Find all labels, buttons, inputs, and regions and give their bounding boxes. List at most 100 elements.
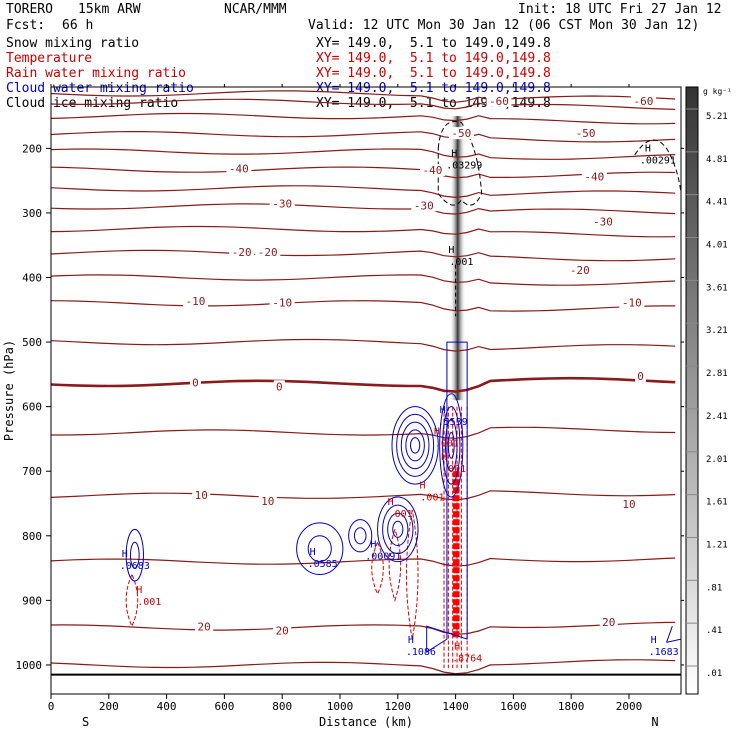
max-value-label: .001: [442, 464, 466, 475]
temperature-label-bg: [226, 162, 252, 175]
max-value-label: .03299: [446, 161, 482, 172]
max-value-label: .001: [389, 509, 413, 520]
colorbar-label: 2.81: [706, 369, 728, 379]
x-tick-label: 1800: [558, 700, 585, 713]
fcst-label: Fcst:: [6, 18, 46, 33]
colorbar-label: 3.21: [706, 326, 728, 336]
isotherm: [51, 131, 676, 143]
temperature-label: 10: [195, 489, 208, 502]
temperature-label-bg: [486, 94, 512, 107]
x-tick-label: 0: [48, 700, 55, 713]
isotherm: [51, 274, 676, 286]
max-marker: H: [651, 635, 657, 646]
x-tick-label: 1400: [442, 700, 469, 713]
temperature-label-bg: [581, 170, 607, 183]
colorbar-label: 1.61: [706, 498, 728, 508]
cloud-water-contour: [396, 413, 435, 477]
isotherm: [51, 225, 676, 238]
max-marker: H: [441, 452, 447, 463]
rain-contour: [125, 574, 139, 628]
field-xy-range: XY= 149.0, 5.1 to 149.0,149.8: [316, 81, 551, 96]
x-tick-label: 1200: [385, 700, 412, 713]
temperature-label-bg: [258, 495, 277, 508]
isotherm: [51, 203, 676, 215]
max-value-label: .001: [420, 493, 444, 504]
temperature-label-bg: [635, 369, 647, 382]
cloud-water-contour: [400, 421, 430, 470]
max-marker: H: [451, 149, 457, 160]
max-value-label: .001: [449, 257, 473, 268]
colorbar-label: 1.21: [706, 540, 728, 550]
cloud-water-contour: [307, 535, 332, 563]
temperature-label: 10: [622, 498, 635, 511]
temperature-label: 20: [198, 620, 211, 633]
colorbar-label: .81: [706, 583, 722, 593]
temperature-label: -20: [258, 246, 278, 259]
temperature-label-bg: [195, 620, 214, 633]
temperature-label-bg: [182, 295, 208, 308]
max-marker: H: [440, 405, 446, 416]
temperature-label-bg: [189, 376, 201, 389]
cloud-water-contour: [353, 527, 367, 545]
max-value-label: .0585: [308, 559, 338, 570]
max-marker: H: [370, 539, 376, 550]
cloud-water-contour: [442, 406, 461, 485]
temperature-label-bg: [411, 199, 437, 212]
isotherm: [51, 148, 676, 160]
cloud-water-contour: [377, 496, 419, 563]
temperature-label-bg: [269, 197, 295, 210]
rain-contour: [388, 529, 402, 602]
temperature-label-bg: [619, 296, 645, 309]
cloud-water-contour: [444, 419, 458, 472]
x-tick-label: 800: [272, 700, 292, 713]
field-name: Cloud water mixing ratio: [6, 81, 194, 96]
max-marker: H: [388, 497, 394, 508]
max-marker: H: [454, 641, 460, 652]
x-tick-label: 600: [214, 700, 234, 713]
temperature-label-bg: [630, 94, 656, 107]
isotherm: [51, 338, 676, 352]
max-marker: H: [448, 245, 454, 256]
temperature-label-bg: [273, 624, 292, 637]
colorbar-label: 2.41: [706, 412, 728, 422]
colorbar-label: 4.41: [706, 198, 728, 208]
temperature-label: -10: [186, 295, 206, 308]
temperature-label: -50: [451, 127, 471, 140]
max-marker: H: [645, 144, 651, 155]
isotherm: [51, 621, 676, 635]
colorbar-label: 4.81: [706, 155, 728, 165]
cloud-water-contour: [666, 626, 681, 643]
cloud-ice-contour: [437, 121, 483, 206]
temperature-label: 0: [276, 380, 283, 393]
max-value-label: .00091: [365, 551, 401, 562]
grid-resolution: 15km ARW: [78, 2, 141, 17]
cloud-water-contour: [382, 504, 414, 555]
max-marker: H: [122, 549, 128, 560]
isotherm: [51, 557, 676, 567]
field-name: Temperature: [6, 51, 93, 66]
cloud-water-contour: [439, 393, 464, 498]
temperature-label-bg: [590, 215, 616, 228]
max-marker: H: [136, 585, 142, 596]
temperature-label: -50: [576, 127, 596, 140]
cloud-water-contour: [125, 528, 144, 582]
y-tick-label: 600: [22, 401, 42, 414]
temperature-label-bg: [448, 127, 474, 140]
temperature-label: -30: [414, 199, 434, 212]
y-tick-label: 200: [22, 142, 42, 155]
y-tick-label: 400: [22, 271, 42, 284]
isotherm: [51, 300, 676, 312]
field-name: Snow mixing ratio: [6, 36, 140, 51]
cloud-water-contour: [387, 512, 409, 546]
max-value-label: .001: [137, 597, 161, 608]
y-axis-title: Pressure (hPa): [2, 340, 16, 441]
temperature-label: -10: [622, 296, 642, 309]
isotherm: [51, 112, 676, 125]
cloud-water-contour: [410, 437, 421, 454]
y-tick-label: 900: [22, 594, 42, 607]
model-name: TORERO: [6, 2, 53, 17]
valid-time: Valid: 12 UTC Mon 30 Jan 12 (06 CST Mon …: [308, 18, 700, 33]
temperature-label: 20: [602, 616, 615, 629]
fcst-value: 66 h: [62, 18, 94, 33]
